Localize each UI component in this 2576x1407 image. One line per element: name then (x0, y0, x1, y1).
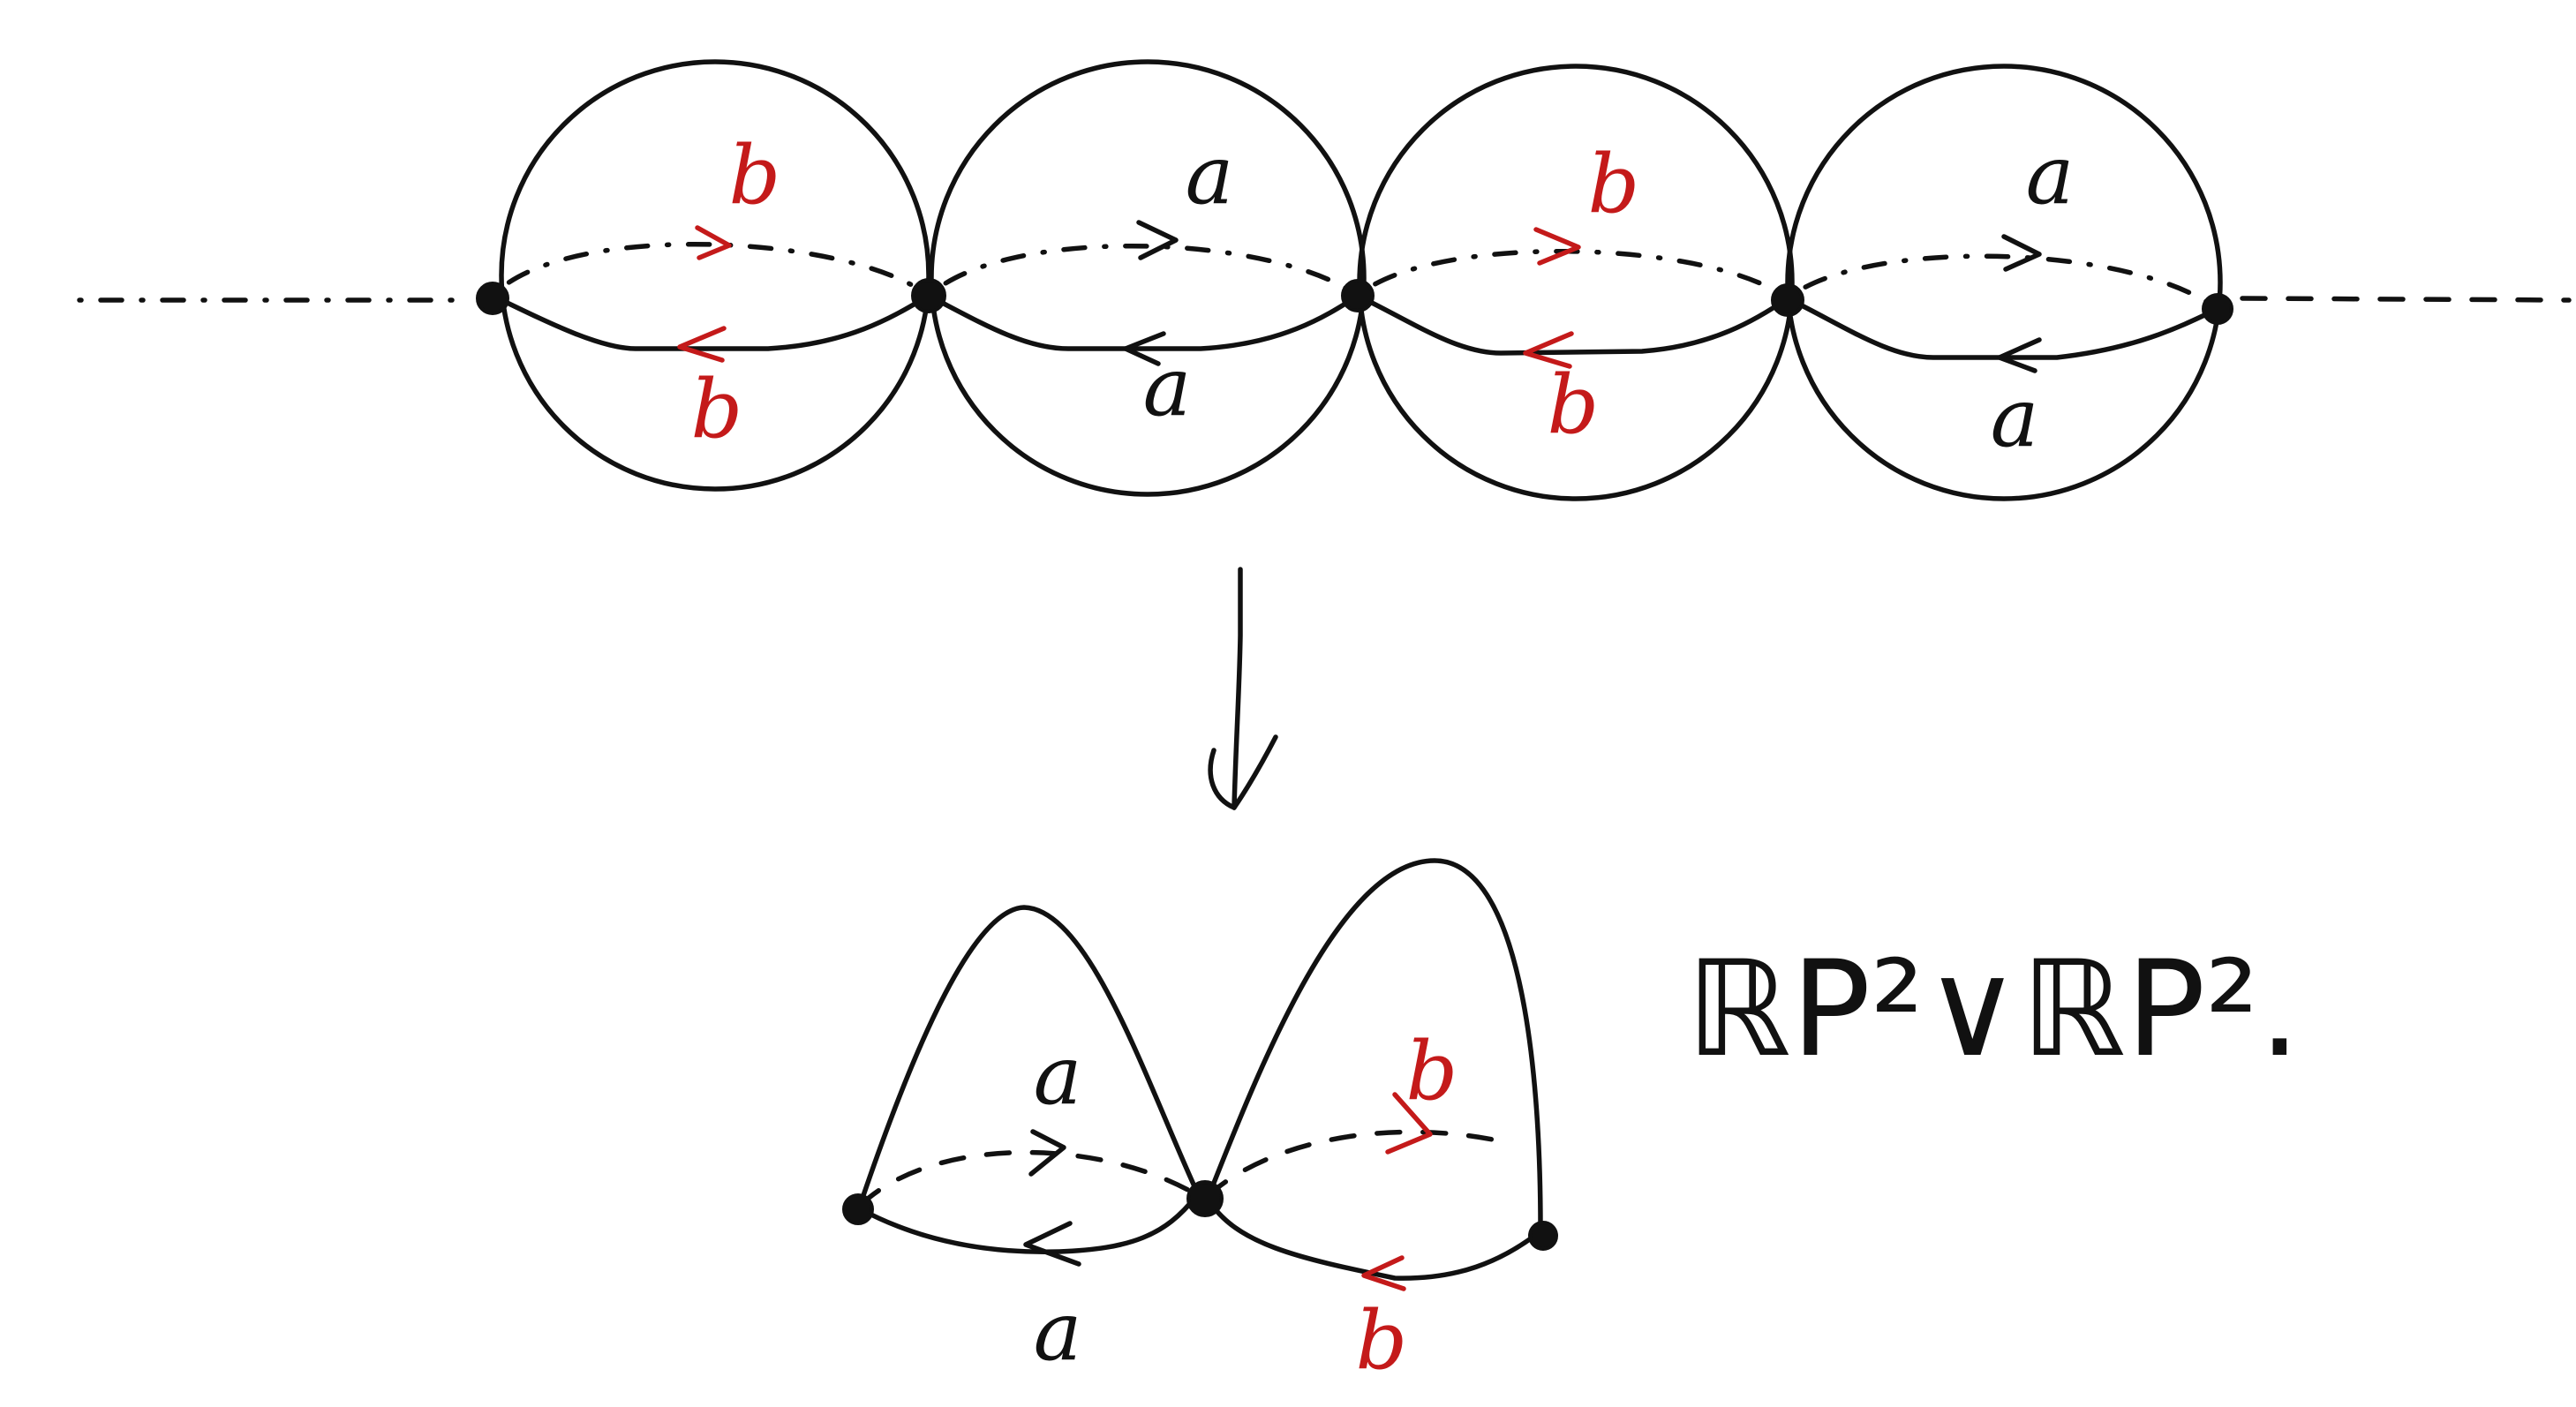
sphere-1-lower-arrow (677, 326, 727, 363)
right-lobe-upper-label: b (1406, 1024, 1458, 1118)
sphere-4-outline (1785, 64, 2223, 501)
map-arrow-head (1208, 734, 1278, 810)
map-arrow-shaft (1232, 567, 1243, 810)
right-lobe-upper-arrow (1385, 1092, 1433, 1155)
quotient-node-center (1186, 1180, 1224, 1217)
sphere-1-lower-equator (490, 293, 931, 351)
right-lobe-lower-arrow (1361, 1255, 1406, 1291)
sphere-1-outline (499, 59, 931, 492)
left-lobe-upper-label: a (1034, 1028, 1082, 1123)
sphere-2-lower-arrow (1123, 331, 1166, 366)
sphere-3-lower-arrow (1523, 331, 1574, 369)
sphere-1-upper-label: b (729, 128, 781, 222)
sphere-4-upper-label: a (2026, 128, 2075, 222)
sphere-3 (1355, 64, 1795, 501)
sphere-1-upper-arrow (695, 225, 732, 260)
quotient-space-label: ℝP²∨ℝP². (1686, 933, 2301, 1087)
sphere-4-upper-arrow (2001, 234, 2042, 272)
left-lobe-lower-label: a (1034, 1284, 1082, 1379)
right-continuation-line (2240, 296, 2572, 303)
sphere-3-upper-arrow (1533, 227, 1581, 266)
left-lobe-outline (855, 905, 1201, 1214)
chain-node-1 (476, 282, 509, 315)
chain-node-4 (1771, 283, 1804, 317)
chain-node-5 (2202, 293, 2233, 325)
quotient-space: a a b b ℝP²∨ℝP². (842, 858, 2301, 1388)
quotient-node-right (1528, 1221, 1558, 1251)
sphere-4-upper-equator (1785, 253, 2220, 312)
sphere-2-lower-equator (926, 293, 1360, 351)
right-lobe-upper-arc (1205, 1129, 1512, 1199)
left-lobe-upper-arc (858, 1149, 1201, 1208)
right-lobe-lower-label: b (1356, 1293, 1408, 1388)
chain-node-3 (1341, 279, 1375, 312)
left-lobe-upper-arrow (1028, 1129, 1066, 1177)
covering-map-arrow (1208, 567, 1278, 810)
sphere-2 (926, 59, 1367, 497)
right-lobe-outline (1205, 858, 1543, 1230)
sphere-4-lower-arrow (1997, 337, 2042, 373)
sphere-1-lower-label: b (691, 362, 743, 456)
sphere-1-upper-equator (490, 242, 931, 298)
left-lobe-lower-arrow (1023, 1221, 1081, 1267)
sphere-3-lower-label: b (1548, 357, 1600, 452)
sphere-2-upper-label: a (1186, 128, 1234, 222)
sphere-2-upper-arrow (1136, 220, 1179, 260)
sphere-2-outline (929, 59, 1367, 497)
chain-node-2 (911, 278, 946, 313)
sphere-1 (490, 59, 931, 492)
sphere-4 (1785, 64, 2223, 501)
sphere-2-lower-label: a (1143, 340, 1192, 434)
sphere-3-upper-equator (1355, 249, 1790, 301)
sphere-chain: b b a a b b a a (77, 59, 2572, 501)
right-lobe-lower-arc (1205, 1196, 1543, 1281)
sphere-2-upper-equator (926, 244, 1360, 298)
quotient-node-left (842, 1193, 874, 1225)
sphere-4-lower-equator (1785, 296, 2220, 360)
sphere-3-upper-label: b (1588, 137, 1640, 231)
left-lobe-lower-arc (858, 1193, 1199, 1254)
sphere-3-lower-equator (1355, 293, 1790, 356)
sphere-4-lower-label: a (1991, 371, 2039, 465)
